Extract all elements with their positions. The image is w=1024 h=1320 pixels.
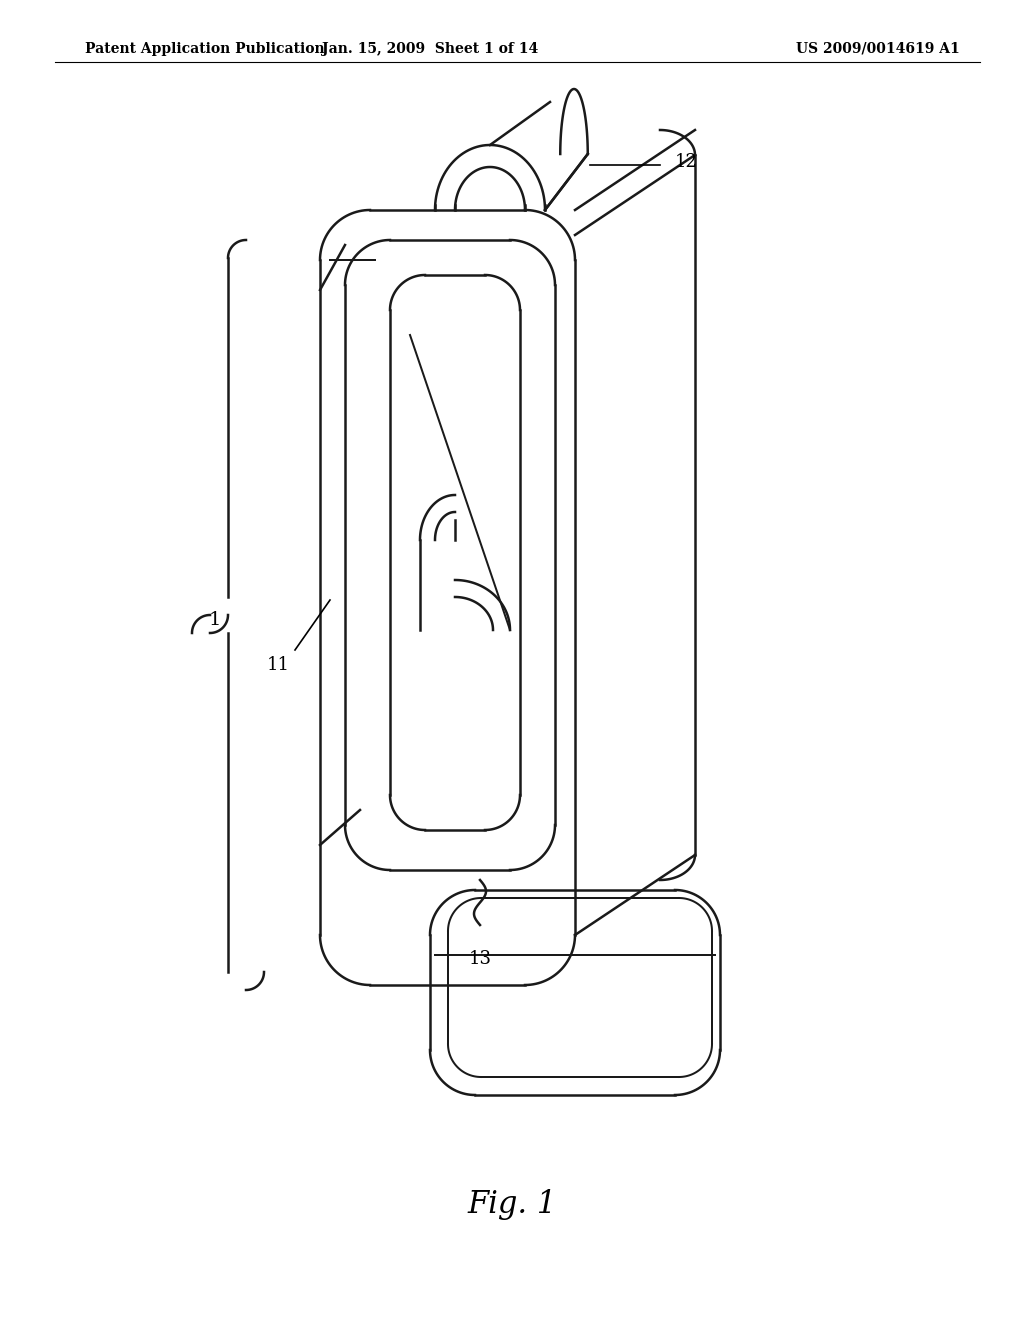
Text: 13: 13: [469, 950, 492, 968]
Text: 12: 12: [675, 153, 698, 172]
Text: Patent Application Publication: Patent Application Publication: [85, 42, 325, 55]
Text: 11: 11: [266, 656, 290, 675]
Text: 1: 1: [209, 611, 221, 630]
Text: Fig. 1: Fig. 1: [467, 1189, 557, 1221]
Text: US 2009/0014619 A1: US 2009/0014619 A1: [797, 42, 961, 55]
Text: Jan. 15, 2009  Sheet 1 of 14: Jan. 15, 2009 Sheet 1 of 14: [322, 42, 539, 55]
